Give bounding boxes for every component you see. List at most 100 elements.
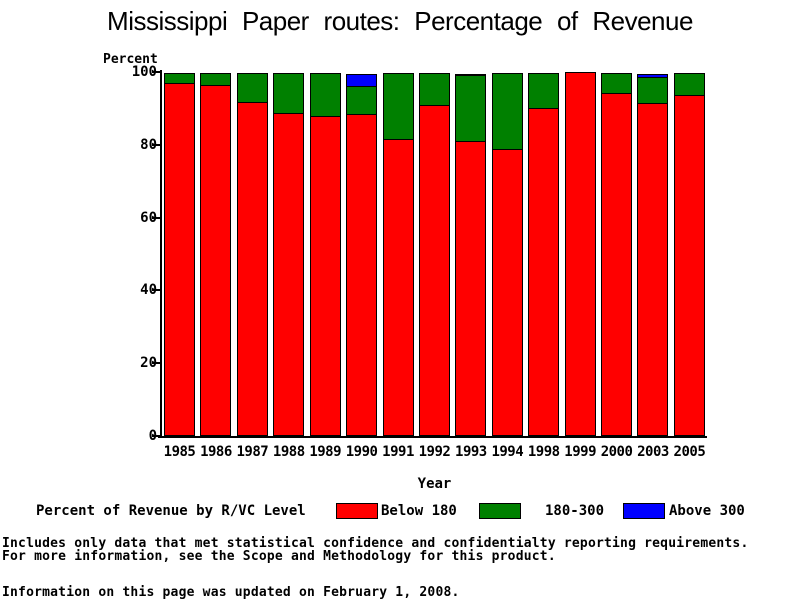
footnote-line-1: Includes only data that met statistical …: [2, 536, 749, 551]
y-axis-title: Percent: [103, 52, 158, 67]
y-axis-tick-marks: [152, 71, 160, 437]
legend-swatch-above-300: [623, 503, 665, 519]
bar-1998: [528, 72, 560, 436]
y-tick-mark-0: [152, 435, 160, 437]
bar-1992: [418, 72, 450, 436]
y-tick-label-40: 40: [140, 282, 157, 299]
bar-1993-segment-180-300: [455, 74, 487, 143]
bar-2005-segment-below-180: [673, 94, 705, 436]
y-tick-mark-100: [152, 71, 160, 73]
bar-1999-segment-below-180: [564, 72, 596, 436]
x-tick-label-cell-1998: 1998: [527, 444, 560, 460]
bar-2000-segment-below-180: [601, 93, 633, 436]
legend-label-above-300: Above 300: [669, 503, 745, 519]
x-tick-label-cell-1991: 1991: [382, 444, 414, 460]
x-tick-label-1999: 1999: [564, 444, 596, 460]
x-tick-label-2003: 2003: [637, 444, 669, 460]
bar-1987-segment-180-300: [236, 73, 268, 103]
x-tick-label-cell-1990: 1990: [345, 444, 378, 460]
x-tick-label-1993: 1993: [455, 444, 487, 460]
x-tick-label-cell-1989: 1989: [309, 444, 342, 460]
bar-2003-segment-180-300: [637, 76, 669, 104]
bar-1989-segment-below-180: [309, 115, 341, 436]
bar-1990-segment-below-180: [346, 113, 378, 436]
y-tick-label-60: 60: [140, 209, 157, 226]
bar-1990-segment-180-300: [346, 85, 378, 115]
bar-1994-segment-180-300: [491, 73, 523, 151]
x-tick-label-1991: 1991: [382, 444, 414, 460]
bar-1994-segment-below-180: [491, 149, 523, 436]
y-tick-mark-20: [152, 362, 160, 365]
x-tick-label-1985: 1985: [163, 444, 196, 460]
x-tick-label-cell-2005: 2005: [673, 444, 706, 460]
y-tick-label-100: 100: [131, 64, 157, 80]
x-tick-label-1990: 1990: [345, 444, 378, 460]
legend: Percent of Revenue by R/VC Level Below 1…: [0, 501, 800, 519]
bar-1987-segment-below-180: [236, 101, 268, 436]
y-tick-mark-40: [152, 289, 160, 292]
bar-1999: [564, 72, 596, 436]
bar-1985-segment-below-180: [164, 82, 195, 436]
bar-2003: [637, 72, 669, 436]
bar-1994: [491, 72, 523, 436]
x-tick-label-1988: 1988: [272, 444, 305, 460]
bar-1993-segment-below-180: [455, 141, 487, 436]
bar-1991-segment-180-300: [382, 73, 414, 140]
footnote-line-2: For more information, see the Scope and …: [2, 549, 556, 564]
bar-1998-segment-180-300: [528, 73, 560, 110]
chart-title: Mississippi Paper routes: Percentage of …: [107, 6, 693, 36]
y-axis-line: [160, 70, 162, 437]
bar-1988-segment-below-180: [273, 113, 305, 436]
x-axis-line: [158, 436, 707, 438]
x-tick-label-1994: 1994: [491, 444, 524, 460]
bar-1992-segment-below-180: [418, 104, 450, 436]
bar-1989: [309, 72, 341, 436]
stacked-bars-plot-area: [164, 72, 705, 436]
y-tick-label-80: 80: [140, 136, 157, 153]
footnote-updated: Information on this page was updated on …: [2, 585, 460, 600]
bar-1988: [273, 72, 305, 436]
x-tick-label-2000: 2000: [600, 444, 633, 460]
x-tick-label-1992: 1992: [418, 444, 451, 460]
y-tick-mark-80: [152, 143, 160, 146]
x-tick-label-1987: 1987: [236, 444, 269, 460]
x-tick-label-1989: 1989: [309, 444, 342, 460]
bar-1989-segment-180-300: [309, 73, 341, 117]
legend-label-180-300: 180-300: [545, 503, 605, 519]
x-tick-label-cell-1988: 1988: [272, 444, 305, 460]
x-tick-label-cell-2003: 2003: [637, 444, 669, 460]
x-axis-title: Year: [417, 476, 452, 492]
bar-1986: [200, 72, 232, 436]
bar-1992-segment-180-300: [418, 73, 450, 106]
bar-1988-segment-180-300: [273, 73, 305, 115]
x-tick-label-cell-1994: 1994: [491, 444, 524, 460]
y-axis-tick-labels: 020406080100: [0, 64, 157, 444]
legend-swatch-below-180: [336, 503, 378, 519]
x-tick-label-cell-2000: 2000: [600, 444, 633, 460]
bar-2000-segment-180-300: [601, 73, 633, 95]
x-tick-label-cell-1985: 1985: [163, 444, 196, 460]
bar-1991-segment-below-180: [382, 138, 414, 436]
x-tick-label-1998: 1998: [527, 444, 560, 460]
bar-1987: [236, 72, 268, 436]
x-tick-label-cell-1993: 1993: [455, 444, 487, 460]
y-tick-mark-60: [152, 216, 160, 219]
bar-2005-segment-180-300: [673, 73, 705, 96]
x-axis-tick-labels: 1985 1986 1987 1988 1989 1990 1991 1992 1993 1994…: [163, 444, 706, 460]
x-tick-label-cell-1986: 1986: [200, 444, 232, 460]
x-tick-label-cell-1987: 1987: [236, 444, 269, 460]
x-tick-label-1986: 1986: [200, 444, 232, 460]
bar-1990: [346, 72, 378, 436]
bar-1985: [164, 72, 195, 436]
bar-2003-segment-below-180: [637, 102, 669, 436]
bar-2000: [601, 72, 633, 436]
x-tick-label-cell-1999: 1999: [564, 444, 596, 460]
bar-1991: [382, 72, 414, 436]
y-tick-label-20: 20: [140, 355, 157, 372]
legend-swatch-180-300: [479, 503, 521, 519]
bar-2005: [673, 72, 705, 436]
bar-1986-segment-below-180: [200, 85, 232, 436]
legend-title: Percent of Revenue by R/VC Level: [36, 503, 306, 519]
x-tick-label-2005: 2005: [673, 444, 706, 460]
legend-label-below-180: Below 180: [381, 503, 457, 519]
